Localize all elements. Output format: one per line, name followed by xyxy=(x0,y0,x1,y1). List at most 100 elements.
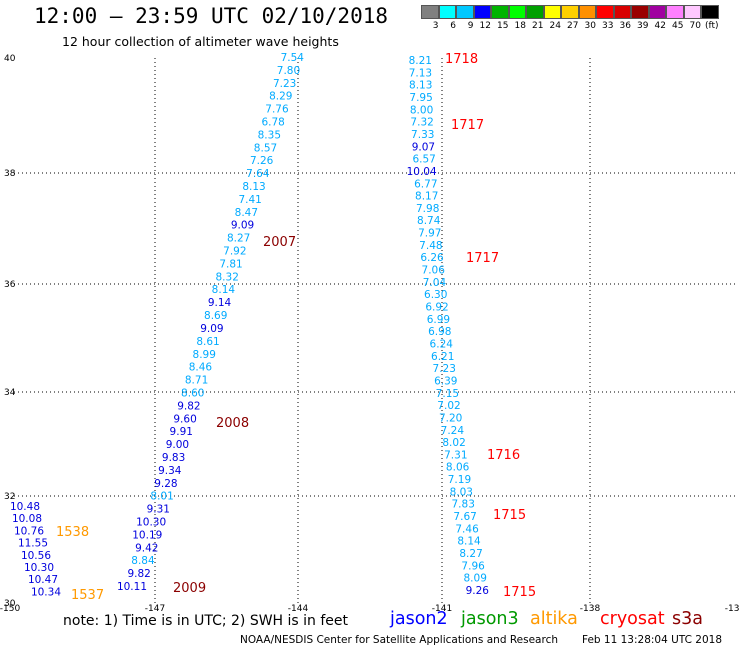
wave-height-value: 7.06 xyxy=(422,265,446,277)
wave-height-value: 8.60 xyxy=(181,387,204,399)
wave-height-value: 7.31 xyxy=(444,449,467,461)
pass-time-label: 2009 xyxy=(173,581,206,596)
x-tick-label: -138 xyxy=(580,604,601,614)
wave-height-value: 7.48 xyxy=(419,240,442,252)
satellite-s3a: s3a xyxy=(672,609,703,629)
wave-height-value: 8.84 xyxy=(131,555,155,567)
pass-time-label: 1538 xyxy=(56,525,89,540)
wave-height-value: 6.99 xyxy=(427,314,450,326)
x-tick-label: -135 xyxy=(725,604,740,614)
wave-height-value: 9.00 xyxy=(166,439,189,451)
wave-height-value: 7.02 xyxy=(437,400,460,412)
wave-height-value: 8.74 xyxy=(417,215,441,227)
wave-height-value: 7.95 xyxy=(409,92,432,104)
wave-height-value: 7.54 xyxy=(281,52,305,64)
wave-height-value: 8.57 xyxy=(254,142,277,154)
wave-height-value: 7.20 xyxy=(439,412,462,424)
wave-height-value: 9.60 xyxy=(173,413,196,425)
y-tick-label: 36 xyxy=(4,280,16,290)
wave-height-value: 8.13 xyxy=(409,80,432,92)
wave-height-value: 8.27 xyxy=(227,233,250,245)
wave-height-value: 7.23 xyxy=(273,78,296,90)
wave-height-value: 8.29 xyxy=(269,91,292,103)
pass-time-label: 1717 xyxy=(451,118,484,133)
wave-height-value: 9.82 xyxy=(177,400,200,412)
generation-timestamp: Feb 11 13:28:04 UTC 2018 xyxy=(582,634,722,646)
wave-height-value: 7.76 xyxy=(265,104,289,116)
wave-height-value: 7.64 xyxy=(246,168,270,180)
wave-height-value: 7.98 xyxy=(416,203,439,215)
wave-height-value: 9.34 xyxy=(158,465,182,477)
wave-height-value: 8.00 xyxy=(410,104,433,116)
wave-height-value: 6.57 xyxy=(412,154,435,166)
wave-height-value: 9.31 xyxy=(147,504,170,516)
wave-height-value: 6.26 xyxy=(420,252,444,264)
wave-height-value: 11.55 xyxy=(18,538,48,550)
wave-height-value: 8.32 xyxy=(216,271,239,283)
wave-height-value: 10.34 xyxy=(31,586,61,598)
wave-height-value: 10.30 xyxy=(24,562,54,574)
wave-height-value: 8.03 xyxy=(450,486,473,498)
wave-height-value: 9.09 xyxy=(231,220,254,232)
wave-height-value: 9.83 xyxy=(162,452,185,464)
pass-time-label: 2007 xyxy=(263,235,296,250)
pass-time-label: 2008 xyxy=(216,416,249,431)
wave-height-value: 8.14 xyxy=(457,536,481,548)
wave-height-value: 7.92 xyxy=(223,246,246,258)
credit-text: NOAA/NESDIS Center for Satellite Applica… xyxy=(240,634,558,646)
y-tick-label: 38 xyxy=(4,169,16,179)
wave-height-value: 9.07 xyxy=(412,141,435,153)
satellite-cryosat: cryosat xyxy=(600,609,665,629)
wave-height-value: 7.24 xyxy=(441,425,465,437)
wave-height-value: 8.17 xyxy=(415,191,438,203)
wave-height-value: 8.21 xyxy=(409,55,432,67)
wave-height-value: 7.97 xyxy=(418,228,441,240)
wave-height-value: 10.56 xyxy=(21,550,51,562)
wave-height-value: 10.08 xyxy=(12,513,42,525)
wave-height-value: 8.02 xyxy=(442,437,465,449)
wave-height-value: 8.01 xyxy=(150,491,173,503)
wave-height-value: 8.71 xyxy=(185,375,208,387)
wave-height-value: 10.30 xyxy=(136,516,166,528)
wave-height-value: 7.04 xyxy=(423,277,447,289)
wave-height-value: 8.14 xyxy=(212,284,236,296)
wave-height-value: 10.48 xyxy=(10,501,40,513)
wave-height-value: 6.21 xyxy=(431,351,454,363)
wave-height-value: 10.11 xyxy=(117,581,147,593)
wave-height-value: 8.47 xyxy=(235,207,258,219)
wave-height-value: 7.67 xyxy=(453,511,476,523)
wave-height-value: 7.80 xyxy=(277,65,300,77)
y-tick-label: 34 xyxy=(4,388,16,398)
wave-height-value: 8.09 xyxy=(464,573,487,585)
wave-height-value: 7.32 xyxy=(410,117,433,129)
satellite-jason3: jason3 xyxy=(461,609,519,629)
wave-height-value: 7.83 xyxy=(452,499,475,511)
pass-time-label: 1537 xyxy=(71,588,104,603)
wave-height-value: 6.98 xyxy=(428,326,451,338)
wave-height-value: 7.81 xyxy=(219,258,242,270)
footer-note: note: 1) Time is in UTC; 2) SWH is in fe… xyxy=(63,613,348,629)
wave-height-value: 10.47 xyxy=(28,574,58,586)
wave-height-value: 7.33 xyxy=(411,129,434,141)
pass-time-label: 1718 xyxy=(445,52,478,67)
wave-height-value: 9.26 xyxy=(466,585,490,597)
y-tick-label: 40 xyxy=(4,54,16,64)
wave-height-value: 10.19 xyxy=(132,529,162,541)
wave-height-value: 9.28 xyxy=(154,478,177,490)
wave-height-value: 7.15 xyxy=(436,388,459,400)
wave-height-value: 7.19 xyxy=(448,474,471,486)
pass-time-label: 1717 xyxy=(466,251,499,266)
wave-height-value: 7.13 xyxy=(409,67,432,79)
pass-time-label: 1715 xyxy=(503,585,536,600)
wave-height-value: 8.69 xyxy=(204,310,227,322)
wave-height-value: 10.76 xyxy=(14,525,44,537)
wave-height-value: 6.24 xyxy=(430,338,454,350)
wave-height-value: 6.30 xyxy=(424,289,447,301)
wave-height-value: 9.09 xyxy=(200,323,223,335)
pass-time-label: 1716 xyxy=(487,448,520,463)
wave-height-value: 8.46 xyxy=(189,362,213,374)
wave-height-value: 6.39 xyxy=(434,375,457,387)
wave-height-value: 7.41 xyxy=(238,194,261,206)
wave-height-map: -150-147-144-141-138-1354038363432307.54… xyxy=(0,0,740,650)
wave-height-value: 7.96 xyxy=(461,560,485,572)
